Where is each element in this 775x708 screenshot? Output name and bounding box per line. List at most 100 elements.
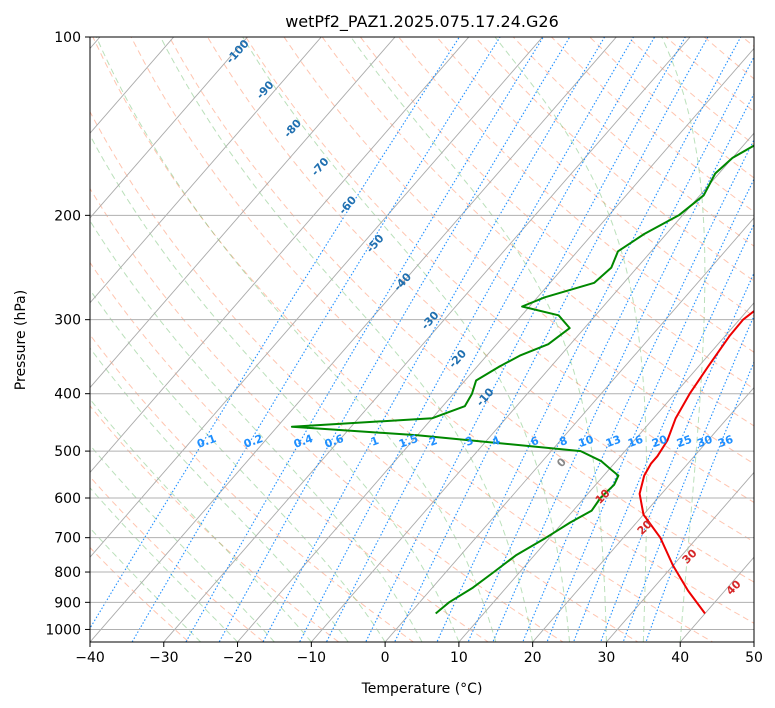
y-axis: 100 200 300 400 500 600 700 800 900 1000 [45,30,90,638]
dry-adiabat-line [90,405,340,642]
isotherm-line [236,47,754,642]
mixing-ratio-label: 36 [716,433,735,451]
dewpoint-line [290,144,754,615]
y-tick-label: 900 [54,595,81,611]
isotherm-line [458,302,754,642]
isotherm-line [90,37,249,219]
x-tick-label: 20 [524,650,542,666]
dry-adiabat-line [397,37,754,353]
x-axis: −40 −30 −20 −10 0 10 20 30 40 50 [75,642,763,666]
mixing-ratio-label: 8 [558,434,570,449]
chart-title: wetPf2_PAZ1.2025.075.17.24.G26 [285,12,559,32]
mixing-ratio-line [492,92,754,642]
dry-adiabat-line [436,37,754,317]
y-axis-label: Pressure (hPa) [13,290,29,390]
dry-adiabat-line [92,37,714,642]
dry-adiabat-line [90,187,564,642]
mixing-ratio-line [546,177,754,642]
isotherm-line [90,37,322,304]
isotherm-line [163,37,691,642]
isotherm-line [90,37,175,134]
y-tick-label: 700 [54,531,81,547]
y-tick-label: 300 [54,313,81,329]
moist-adiabat-line [90,219,423,642]
y-tick-label: 500 [54,444,81,460]
mixing-ratio-label: 4 [490,434,502,449]
mixing-ratio-label: 2 [427,434,439,449]
moist-adiabat-line [160,37,534,642]
x-tick-label: −10 [297,650,327,666]
mixing-ratio-line [522,138,754,642]
moist-adiabat-line [90,134,460,642]
moist-adiabat-line [90,444,275,642]
y-tick-label: 400 [54,387,81,403]
mixing-ratio-label: 0.4 [292,432,315,451]
moist-adiabat-line [90,288,386,642]
mixing-ratio-line [325,37,656,642]
mixing-ratio-line [393,37,709,642]
isotherm-line [384,217,754,642]
mixing-ratio-label: 20 [650,433,669,451]
mixing-ratio-line [218,37,571,642]
dry-adiabat-line [130,37,754,624]
dry-adiabat-line [168,37,754,583]
mixing-ratio-line [600,271,754,642]
mixing-ratio-line [262,37,606,642]
dry-adiabat-line [359,37,754,390]
mixing-ratio-line [365,37,686,642]
isotherm-line [90,37,617,642]
x-tick-label: 30 [598,650,616,666]
moist-adiabat-line [242,37,571,642]
x-tick-label: 10 [450,650,468,666]
isotherm-line [90,37,544,558]
pressure-gridlines [90,37,754,630]
dry-adiabat-line [90,546,190,642]
background-lines [90,37,754,642]
moist-adiabat-line [90,398,312,642]
x-tick-label: 0 [381,650,390,666]
mixing-ratio-label: 0.6 [323,432,346,451]
series-layer [290,144,754,615]
dry-adiabat-line [90,333,415,642]
dry-adiabat-line [245,37,754,504]
y-tick-label: 800 [54,565,81,581]
y-tick-label: 200 [54,208,81,224]
mixing-ratio-line [90,37,461,630]
y-tick-label: 100 [54,30,81,46]
mixing-ratio-line [467,55,754,642]
mixing-ratio-label: 30 [695,433,714,451]
x-axis-label: Temperature (°C) [361,681,483,697]
x-tick-label: 40 [671,650,689,666]
mixing-ratio-line [645,360,754,642]
moist-adiabat-line [350,37,607,642]
mixing-ratio-line [185,37,544,642]
isotherm-line [605,471,754,642]
mixing-ratio-line [572,223,754,642]
mixing-ratio-label: 13 [604,433,623,450]
moist-adiabat-line [90,347,349,642]
mixing-ratio-label: 16 [626,433,645,451]
moist-adiabat-line [95,37,497,642]
y-tick-label: 1000 [45,622,81,638]
mixing-ratio-line [131,37,501,642]
dry-adiabat-line [90,261,490,642]
moist-adiabat-line [494,37,648,642]
dry-adiabat-line [90,110,639,642]
mixing-ratio-line [436,37,742,642]
mixing-ratio-label: 6 [529,434,541,449]
mixing-ratio-label: 1 [369,434,381,449]
isotherm-line [90,37,396,389]
mixing-ratio-label: 10 [577,433,596,451]
y-tick-label: 600 [54,491,81,507]
mixing-ratio-label: 1.5 [397,432,420,451]
x-tick-label: −40 [75,650,105,666]
isotherm-line [90,37,470,474]
mixing-ratio-label: 0.2 [242,432,265,451]
mixing-ratio-label: 3 [464,434,476,449]
x-tick-label: 50 [745,650,763,666]
dry-adiabat-line [90,475,265,642]
isotherm-line [310,132,754,642]
x-tick-label: −30 [149,650,179,666]
temperature-line [638,309,754,615]
